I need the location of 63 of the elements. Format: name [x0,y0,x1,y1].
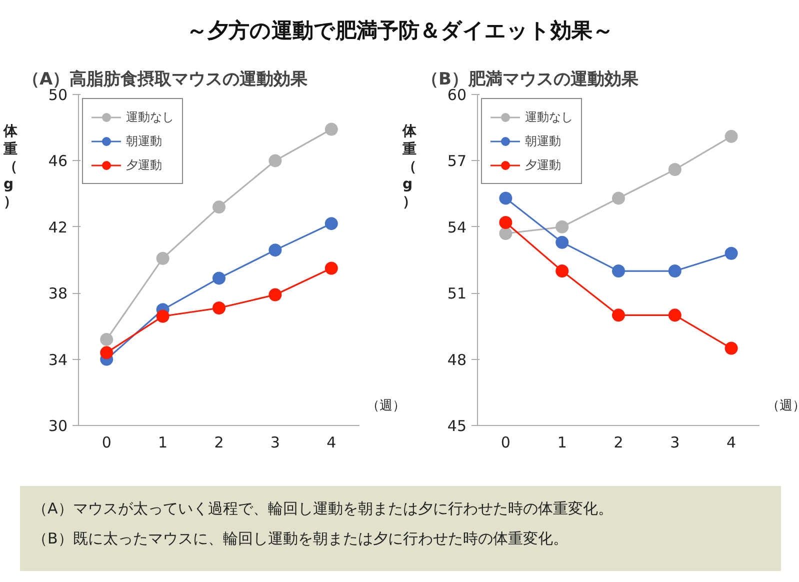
point [499,192,512,205]
y-tick-label: 57 [447,152,467,170]
point [499,216,512,229]
y-tick-label: 46 [48,152,68,170]
x-tick-label: 3 [270,434,280,452]
point [324,262,338,275]
x-tick-label: 0 [500,434,510,452]
point [556,264,569,278]
point [268,288,282,302]
point [212,200,226,214]
y-tick-label: 54 [447,218,467,236]
y-tick-label: 42 [48,218,68,236]
legend-label: 運動なし [525,108,573,126]
point [268,154,282,168]
chart-title: ～夕方の運動で肥満予防＆ダイエット効果～ [186,18,614,42]
legend-label: 夕運動 [525,156,561,174]
legend-label: 朝運動 [126,132,162,150]
y-tick-label: 38 [48,284,68,303]
x-tick-label: 4 [726,434,736,452]
x-tick-label: 2 [214,434,224,452]
point [556,236,569,249]
point [156,310,170,323]
x-tick-label: 0 [102,434,112,452]
y-axis-title: 体重（g） [2,124,18,210]
point [324,122,338,136]
x-tick-label: 4 [326,434,336,452]
y-tick-label: 45 [447,417,467,435]
point [668,264,682,278]
x-tick-label: 1 [557,434,567,452]
point [556,220,569,234]
x-tick-label: 1 [158,434,168,452]
point [724,342,738,355]
point [100,346,114,360]
point [324,217,338,230]
x-tick-label: 3 [670,434,680,452]
point [668,308,682,322]
point [668,163,682,176]
point [612,192,625,205]
y-tick-label: 30 [48,417,68,435]
y-axis-title: 体重（g） [402,124,418,210]
point [212,272,226,285]
y-tick-label: 48 [447,350,467,369]
point [612,308,625,322]
point [156,252,170,265]
legend-label: 朝運動 [525,132,561,150]
point [212,302,226,314]
y-tick-label: 51 [447,284,467,303]
legend-label: 運動なし [126,108,174,126]
point [612,264,625,278]
x-tick-label: 2 [614,434,624,452]
x-axis-title: （週） [766,398,799,414]
point [724,246,738,260]
point [268,244,282,257]
chart-subtitle: （A）高脂肪食摂取マウスの運動効果 [22,70,309,90]
text: （A）マウスが太っていく過程で、輪回し運動を朝または夕に行わせた時の体重変化。 [32,500,613,518]
x-axis-title: （週） [366,398,406,414]
text: （B）既に太ったマウスに、輪回し運動を朝または夕に行わせた時の体重変化。 [32,530,568,548]
legend-label: 夕運動 [126,156,162,174]
point [499,227,512,240]
y-tick-label: 34 [48,350,68,369]
point [100,332,114,346]
chart-subtitle: （B）肥満マウスの運動効果 [422,70,640,90]
point [724,130,738,143]
